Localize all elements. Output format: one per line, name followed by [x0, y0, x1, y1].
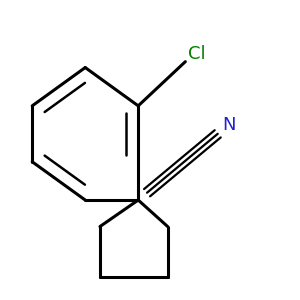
- Text: Cl: Cl: [188, 45, 206, 63]
- Text: N: N: [222, 116, 236, 134]
